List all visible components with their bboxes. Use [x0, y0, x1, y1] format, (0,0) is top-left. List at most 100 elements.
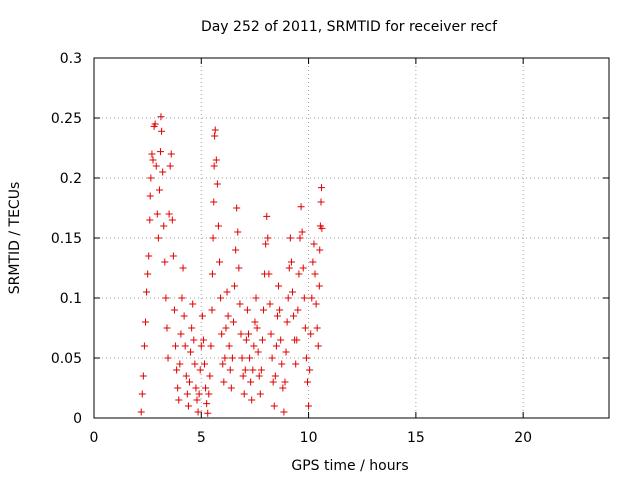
data-point [308, 294, 316, 302]
data-point [293, 336, 301, 344]
data-point [213, 180, 221, 188]
y-axis-label: SRMTID / TECUs [7, 182, 23, 295]
data-point [263, 212, 271, 220]
data-point [208, 306, 216, 314]
data-point [300, 294, 308, 302]
data-point [307, 330, 315, 338]
data-point [218, 330, 226, 338]
data-point [315, 282, 323, 290]
data-point [137, 408, 145, 416]
data-point [285, 264, 293, 272]
data-point [210, 162, 218, 170]
data-point [282, 348, 290, 356]
data-point [301, 324, 309, 332]
data-points [137, 113, 326, 417]
data-point [273, 312, 281, 320]
data-point [251, 318, 259, 326]
data-point [283, 318, 291, 326]
plot-area-border [93, 57, 610, 419]
x-tick-label: 20 [514, 430, 532, 446]
y-tick-label: 0.1 [60, 291, 82, 307]
data-point [191, 360, 199, 368]
data-point [144, 270, 152, 278]
data-point [229, 318, 237, 326]
data-point [286, 234, 294, 242]
data-point [158, 127, 166, 135]
data-point [140, 342, 148, 350]
data-point [277, 336, 285, 344]
x-tick-label: 5 [197, 430, 206, 446]
y-tick-label: 0.25 [51, 111, 82, 127]
data-point [160, 222, 168, 230]
data-point [161, 258, 169, 266]
data-point [237, 330, 245, 338]
gridlines [94, 58, 609, 418]
data-point [172, 342, 180, 350]
data-point [267, 330, 275, 338]
data-point [149, 156, 157, 164]
data-point [299, 264, 307, 272]
data-point [231, 282, 239, 290]
data-point [257, 366, 265, 374]
data-point [290, 312, 298, 320]
data-point [145, 252, 153, 260]
data-point [217, 294, 225, 302]
data-point [197, 342, 205, 350]
data-point [220, 378, 228, 386]
data-point [214, 222, 222, 230]
data-point [157, 148, 165, 156]
data-point [298, 228, 306, 236]
data-point [157, 113, 165, 121]
data-point [146, 216, 154, 224]
data-point [248, 396, 256, 404]
data-point [253, 324, 261, 332]
data-point [279, 384, 287, 392]
data-point [318, 224, 326, 232]
data-point [239, 372, 247, 380]
data-point [281, 378, 289, 386]
data-point [180, 312, 188, 320]
data-point [243, 306, 251, 314]
data-point [258, 336, 266, 344]
data-point [189, 300, 197, 308]
data-point [302, 354, 310, 362]
data-point [313, 324, 321, 332]
data-point [240, 390, 248, 398]
data-point [193, 396, 201, 404]
data-point [312, 300, 320, 308]
data-point [275, 282, 283, 290]
y-tick-label: 0.2 [60, 171, 82, 187]
data-point [238, 354, 246, 362]
data-point [256, 390, 264, 398]
data-point [264, 234, 272, 242]
data-point [181, 342, 189, 350]
data-point [305, 402, 313, 410]
data-point [206, 372, 214, 380]
data-point [306, 366, 314, 374]
data-point [316, 246, 324, 254]
data-point [309, 258, 317, 266]
data-point [183, 390, 191, 398]
chart-title: Day 252 of 2011, SRMTID for receiver rec… [201, 19, 498, 35]
data-point [271, 372, 279, 380]
data-point [179, 264, 187, 272]
data-point [187, 348, 195, 356]
y-tick-label: 0.15 [51, 231, 82, 247]
data-point [212, 156, 220, 164]
data-point [317, 184, 325, 192]
data-point [288, 288, 296, 296]
data-point [304, 378, 312, 386]
data-point [272, 342, 280, 350]
data-point [207, 342, 215, 350]
data-point [252, 294, 260, 302]
data-point [142, 318, 149, 326]
data-point [245, 330, 252, 338]
data-point [266, 300, 274, 308]
data-point [147, 174, 155, 182]
data-point [292, 360, 300, 368]
data-point [143, 288, 151, 296]
data-point [165, 210, 173, 218]
data-point [232, 246, 240, 254]
data-point [262, 240, 270, 248]
